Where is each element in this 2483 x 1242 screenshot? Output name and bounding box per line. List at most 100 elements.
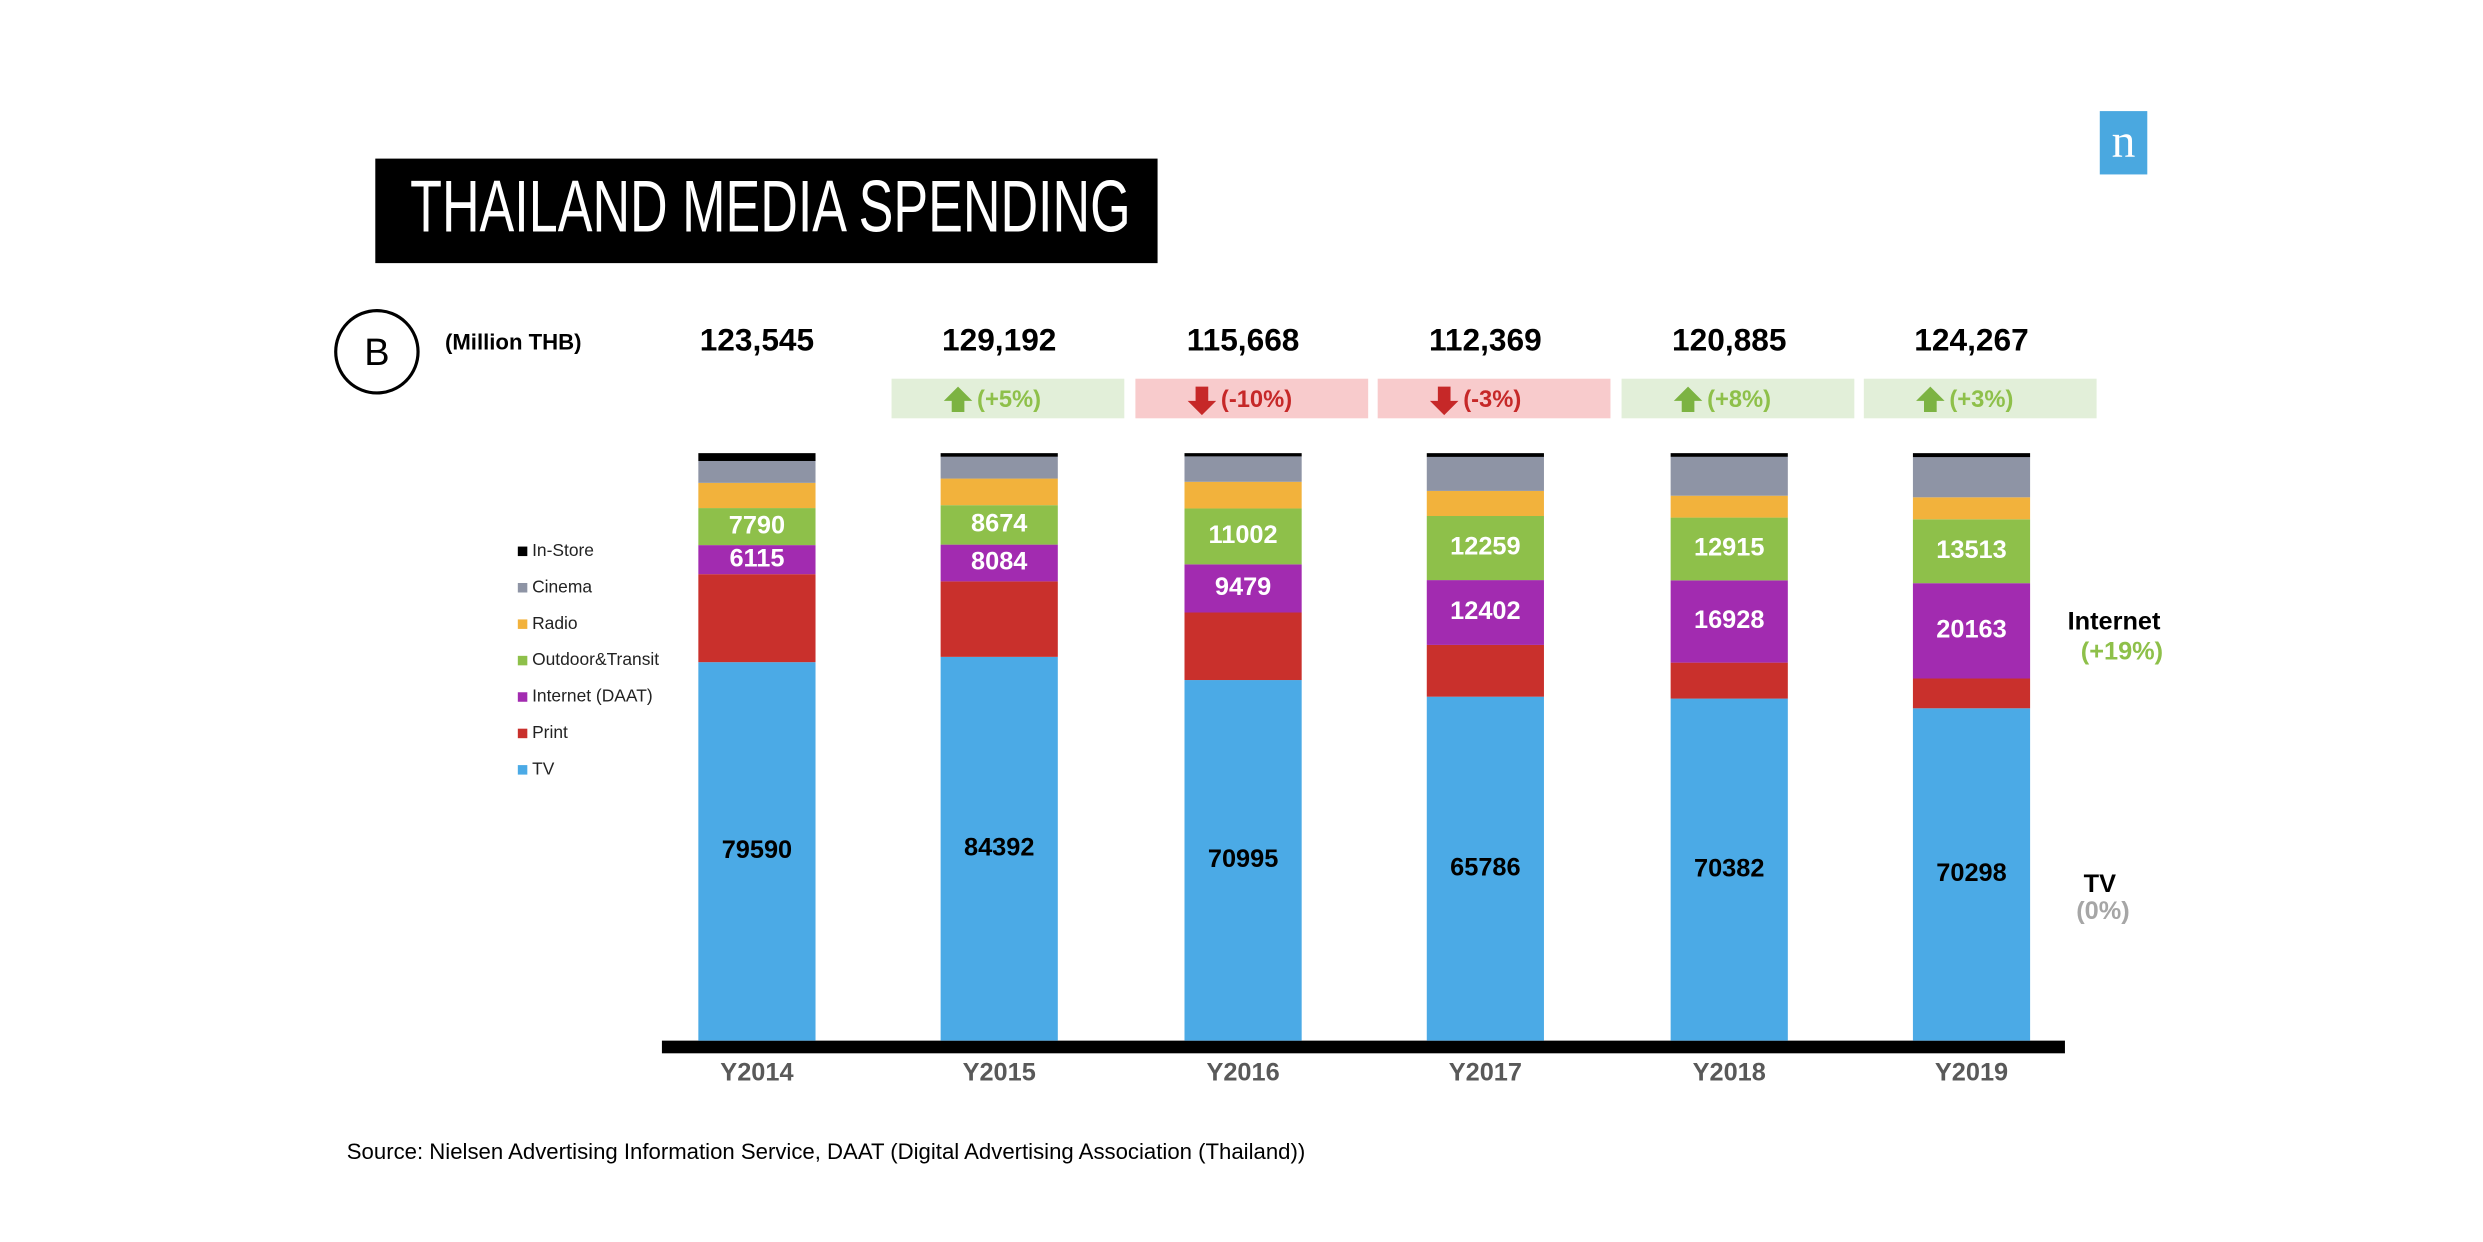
bar-segment [1912,708,2031,1041]
title-box [375,158,1158,264]
bar-segment [940,656,1058,1041]
bar-segment [698,545,816,575]
data-label: 6115 [729,544,784,572]
total-label: 112,369 [1429,322,1542,358]
total-label: 123,545 [700,322,814,358]
legend-label: Internet (DAAT) [532,686,653,706]
bar-segment [1184,481,1302,509]
data-label: 70995 [1208,845,1278,873]
change-arrow [1916,386,1945,412]
unit-label: (Million THB) [445,330,582,355]
bar-segment [1670,662,1788,699]
bar-segment [1426,696,1544,1041]
total-label: 129,192 [942,322,1056,358]
data-label: 9479 [1215,573,1271,601]
legend-label: Outdoor&Transit [532,649,659,669]
change-banner [1621,378,1855,419]
bar-segment [1670,698,1788,1041]
bar-segment [1426,456,1544,491]
badge: B [364,332,389,374]
bar-segment [698,508,816,546]
bar-segment [1426,490,1544,516]
bar-segment [1670,517,1788,581]
data-label: 84392 [964,833,1034,861]
data-label: 20163 [1936,616,2006,644]
change-arrow [943,386,973,412]
bar-segment [1184,564,1302,613]
bar-segment [1184,456,1302,482]
legend-swatch [517,692,528,702]
bar-segment [1670,495,1788,518]
bar-segment [698,460,816,483]
annotation: TV [2084,870,2116,898]
legend-swatch [517,765,528,775]
bar-segment [1184,612,1302,681]
bar-segment [940,456,1058,479]
total-label: 120,885 [1672,322,1786,358]
bar-segment [940,581,1058,657]
badge-circle [334,309,420,395]
bar-segment [1184,508,1302,565]
data-label: 65786 [1450,853,1520,881]
bar-segment [1426,453,1544,457]
legend-label: Radio [532,613,577,633]
plot: 79590 6115 7790 123,545 Y2014 84392 8084 8674 12… [517,322,2163,1087]
source: Source: Nielsen Advertising Information … [347,1139,1305,1164]
data-label: 16928 [1694,606,1764,634]
legend-label: Print [532,722,568,742]
change-arrow [1187,386,1217,416]
data-label: 12402 [1450,597,1520,625]
bar-segment [1912,453,2031,458]
x-tick-label: Y2017 [1449,1059,1522,1087]
baseline [661,1040,2065,1054]
bar-segment [1426,515,1544,581]
bar-segment [1426,580,1544,645]
bar-segment [1670,456,1788,496]
total-label: 124,267 [1914,322,2028,358]
bar-segment [1912,457,2031,498]
bar-segment [1426,644,1544,697]
bar-segment [1912,583,2031,679]
bar-segment [1670,453,1788,457]
data-label: 70298 [1936,859,2006,887]
change-arrow [1673,386,1703,412]
brand-logo-box [2099,111,2148,175]
legend-label: In-Store [532,540,594,560]
x-tick-label: Y2015 [963,1059,1036,1087]
data-label: 12915 [1694,534,1764,562]
change-banner [891,378,1125,419]
legend-swatch [517,582,528,593]
bar-segment [698,453,816,461]
x-tick-label: Y2019 [1935,1059,2008,1087]
change-banner [1135,378,1369,419]
bar-segment [1912,678,2031,709]
change-banner [1863,378,2097,419]
chart-title: THAILAND MEDIA SPENDING [410,167,1131,248]
bar-segment [1184,680,1302,1041]
change-label: (+8%) [1707,386,1771,413]
change-banner [1377,378,1611,419]
data-label: 13513 [1936,536,2006,564]
x-tick-label: Y2018 [1693,1059,1766,1087]
annotation-change: (+19%) [2081,637,2163,665]
total-label: 115,668 [1187,322,1300,358]
data-label: 8674 [971,510,1027,538]
x-tick-label: Y2016 [1206,1059,1279,1087]
bar-segment [940,544,1058,582]
legend-label: Cinema [532,576,592,596]
data-label: 8084 [971,548,1027,576]
bar-segment [1912,519,2031,584]
bar-segment [698,662,816,1041]
bar-segment [1184,453,1302,457]
change-label: (+5%) [977,386,1041,413]
annotation-change: (0%) [2076,897,2129,925]
bar-segment [1670,580,1788,663]
legend-swatch [517,728,528,739]
bar-segment [940,453,1058,457]
x-tick-label: Y2014 [720,1059,793,1087]
bar-segment [698,482,816,509]
bar-segment [1912,497,2031,520]
data-label: 12259 [1450,533,1520,561]
